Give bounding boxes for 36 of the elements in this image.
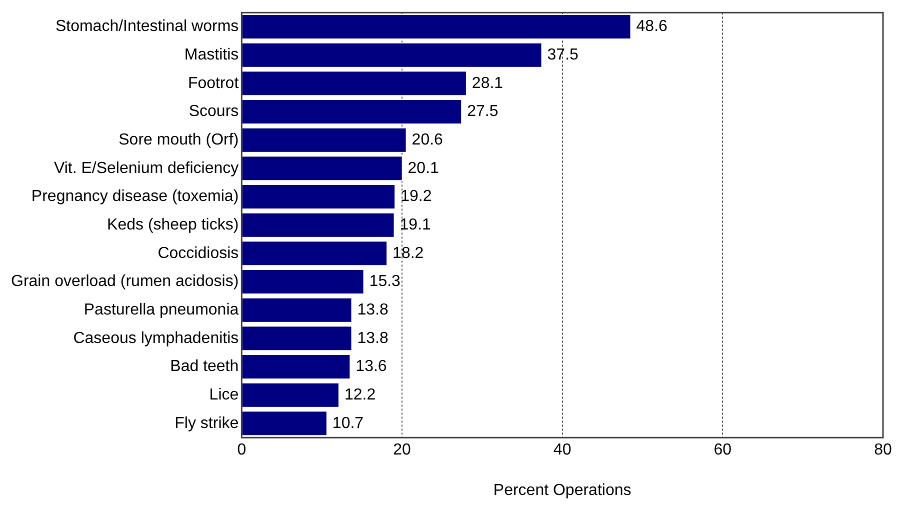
y-tick-label: Stomach/Intestinal worms: [55, 18, 239, 36]
x-tick-label: 20: [393, 442, 411, 459]
x-tick-label: 60: [714, 442, 732, 459]
x-tick-label: 80: [874, 442, 892, 459]
y-tick-label: Lice: [209, 386, 239, 404]
y-tick-label: Footrot: [188, 74, 240, 92]
x-tick-label: 40: [553, 442, 572, 459]
y-tick-label: Fly strike: [174, 414, 239, 432]
data-label: 13.8: [357, 330, 389, 347]
x-tick-label: 0: [237, 442, 246, 459]
data-label: 48.6: [636, 18, 668, 36]
data-label: 37.5: [547, 46, 579, 64]
data-label: 27.5: [467, 103, 498, 120]
data-label: 18.2: [392, 244, 424, 262]
data-label: 28.1: [472, 74, 504, 92]
y-tick-label: Coccidiosis: [158, 244, 239, 262]
y-tick-label: Vit. E/Selenium deficiency: [54, 160, 239, 177]
y-tick-label: Pregnancy disease (toxemia): [31, 188, 239, 206]
data-label: 15.3: [369, 273, 401, 290]
y-tick-label: Bad teeth: [170, 358, 239, 376]
data-label: 13.6: [356, 358, 387, 376]
data-label: 19.2: [400, 188, 432, 206]
y-tick-label: Grain overload (rumen acidosis): [10, 273, 239, 290]
x-axis-title: Percent Operations: [493, 482, 632, 499]
data-label: 12.2: [344, 386, 376, 404]
y-tick-label: Sore mouth (Orf): [118, 132, 239, 149]
data-label: 13.8: [357, 302, 389, 319]
data-label: 20.1: [408, 160, 440, 177]
y-tick-label: Pasturella pneumonia: [84, 302, 239, 319]
data-label: 10.7: [332, 414, 364, 432]
y-tick-label: Scours: [188, 103, 239, 120]
y-tick-label: Mastitis: [184, 46, 239, 64]
data-label: 19.1: [400, 216, 432, 234]
y-tick-label: Keds (sheep ticks): [107, 216, 239, 234]
y-tick-label: Caseous lymphadenitis: [73, 330, 239, 347]
data-label: 20.6: [412, 132, 444, 149]
